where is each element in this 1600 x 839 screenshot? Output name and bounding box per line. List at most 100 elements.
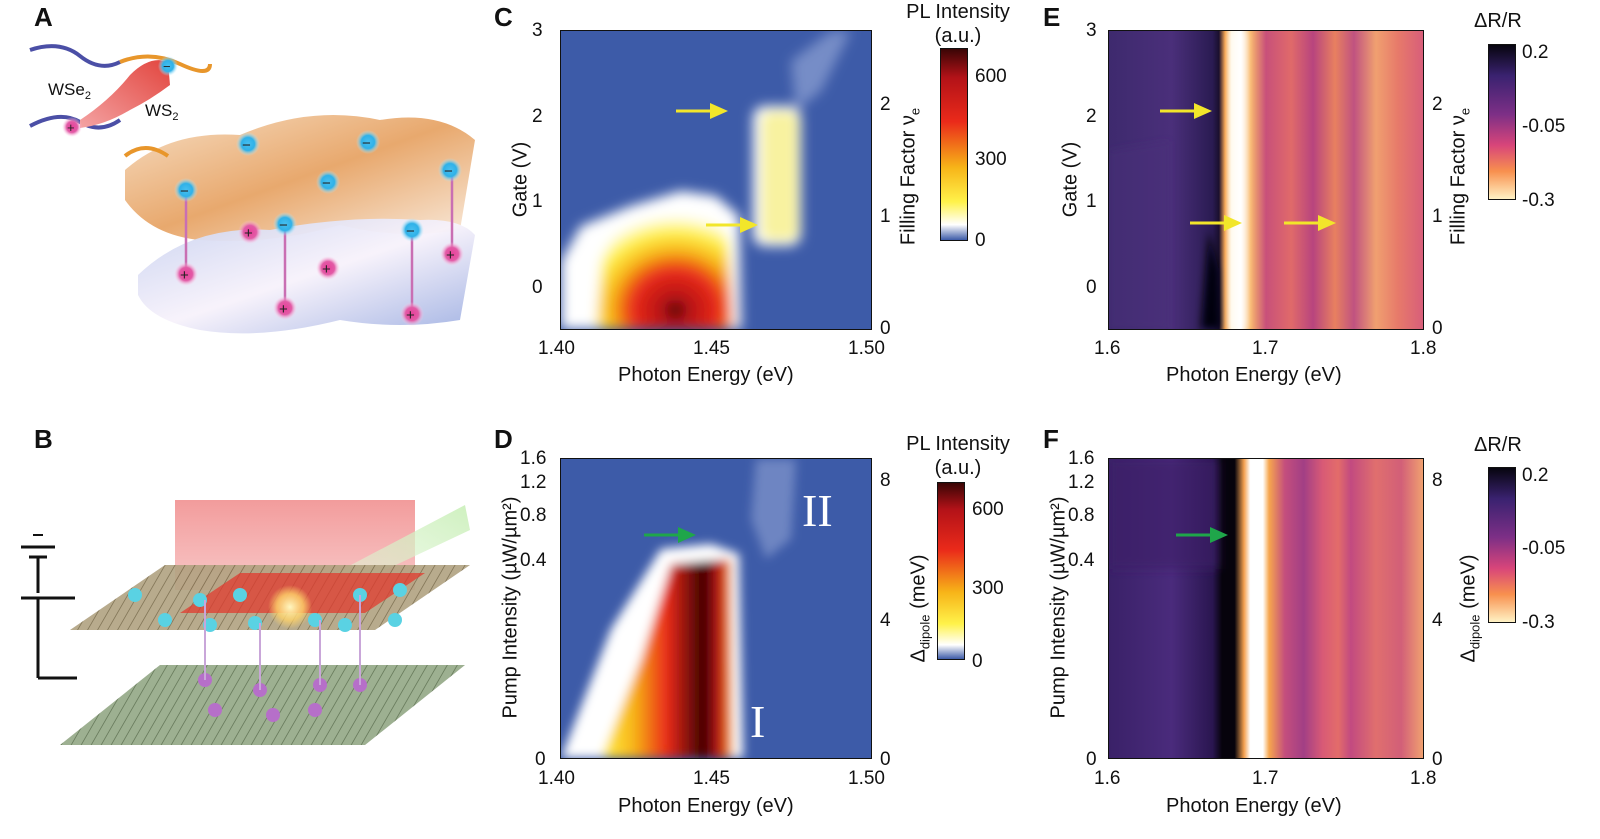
ylabel-d: Pump Intensity (µW/µm²) [499, 496, 522, 719]
tick-d-y: 0.4 [520, 550, 547, 571]
cbar-e-tick: -0.05 [1522, 116, 1566, 137]
cbar-d-title: PL Intensity (a.u.) [906, 433, 1010, 479]
svg-text:−: − [362, 135, 371, 152]
tick-d-x: 1.50 [848, 768, 885, 789]
cbar-d-tick: 300 [972, 578, 1004, 599]
cbar-e-title: ΔR/R [1474, 10, 1522, 32]
tick-d-y2: 0 [880, 749, 891, 770]
cbar-c-tick: 300 [975, 149, 1007, 170]
tick-e-x: 1.6 [1094, 338, 1121, 359]
tick-d-y2: 4 [880, 610, 891, 631]
tick-f-y2: 8 [1432, 470, 1443, 491]
tick-e-y: 0 [1086, 277, 1097, 298]
panel-f-letter: F [1043, 424, 1059, 454]
cbar-f-tick: -0.05 [1522, 538, 1566, 559]
xlabel-d: Photon Energy (eV) [618, 795, 794, 817]
svg-text:+: + [67, 120, 75, 135]
heatmap-d-image [561, 459, 796, 758]
moire-schematic: − + WSe2 WS2 − − − − − − − + + + + + + [29, 44, 475, 334]
cbar-d-tick: 0 [972, 651, 983, 672]
colorbar-e [1488, 44, 1516, 200]
ylabel-c: Gate (V) [509, 141, 532, 218]
heatmap-f-image [1109, 459, 1219, 569]
tick-c-y2: 0 [880, 318, 891, 339]
tick-f-y: 0.8 [1068, 505, 1095, 526]
tick-f-y: 1.2 [1068, 472, 1095, 493]
tick-e-y: 2 [1086, 106, 1097, 127]
panel-d-letter: D [494, 424, 513, 454]
tick-d-y: 1.6 [520, 448, 547, 469]
svg-text:+: + [279, 301, 288, 318]
tick-f-x: 1.8 [1410, 768, 1437, 789]
xlabel-e: Photon Energy (eV) [1166, 364, 1342, 386]
y2label-c: Filling Factor νe [897, 107, 923, 246]
y2label-d: Δdipole (meV) [907, 554, 933, 663]
ylabel-e: Gate (V) [1059, 141, 1082, 218]
svg-text:−: − [242, 137, 251, 154]
region-ii-label: II [802, 485, 833, 536]
tick-f-y2: 0 [1432, 749, 1443, 770]
svg-text:−: − [444, 163, 453, 180]
tick-e-y: 1 [1086, 191, 1097, 212]
colorbar-f [1488, 467, 1516, 623]
tick-f-x: 1.6 [1094, 768, 1121, 789]
tick-c-x: 1.50 [848, 338, 885, 359]
panel-b-letter: B [34, 424, 53, 454]
tick-c-y2: 1 [880, 206, 891, 227]
tick-d-y: 0 [535, 749, 546, 770]
svg-text:−: − [322, 175, 331, 192]
arrow-e-upper [1160, 103, 1212, 119]
tick-e-y2: 0 [1432, 318, 1443, 339]
svg-text:−: − [163, 59, 171, 74]
colorbar-c [940, 48, 968, 241]
cbar-f-title: ΔR/R [1474, 434, 1522, 456]
svg-text:+: + [406, 307, 415, 324]
xlabel-f: Photon Energy (eV) [1166, 795, 1342, 817]
tick-e-x: 1.8 [1410, 338, 1437, 359]
heatmap-d [560, 458, 872, 759]
tick-f-y: 0 [1086, 749, 1097, 770]
tick-e-x: 1.7 [1252, 338, 1279, 359]
tick-c-y2: 2 [880, 94, 891, 115]
cbar-d-tick: 600 [972, 499, 1004, 520]
heatmap-e [1108, 30, 1424, 330]
wse2-label: WSe2 [48, 80, 91, 102]
arrow-e-right [1284, 215, 1336, 231]
y2label-f: Δdipole (meV) [1457, 554, 1483, 663]
tick-d-y: 0.8 [520, 505, 547, 526]
heatmap-c [560, 30, 872, 330]
tick-e-y2: 2 [1432, 94, 1443, 115]
arrow-e-mid [1190, 215, 1242, 231]
cbar-c-tick: 600 [975, 66, 1007, 87]
arrow-c-upper [676, 103, 728, 119]
tick-c-y: 3 [532, 20, 543, 41]
device-schematic [21, 500, 470, 745]
tick-c-y: 1 [532, 191, 543, 212]
ws2-label: WS2 [145, 101, 179, 123]
tick-c-x: 1.40 [538, 338, 575, 359]
tick-e-y2: 1 [1432, 206, 1443, 227]
svg-text:+: + [244, 225, 253, 242]
arrow-c-lower [706, 217, 758, 233]
heatmap-f [1108, 458, 1424, 759]
tick-f-x: 1.7 [1252, 768, 1279, 789]
heatmap-e-image [1109, 31, 1247, 329]
region-i-label: I [750, 696, 766, 747]
svg-text:+: + [322, 261, 331, 278]
cbar-e-tick: -0.3 [1522, 190, 1555, 211]
svg-text:−: − [406, 223, 415, 240]
tick-f-y: 0.4 [1068, 550, 1095, 571]
tick-c-y: 0 [532, 277, 543, 298]
colorbar-d [937, 482, 965, 660]
cbar-c-title: PL Intensity (a.u.) [906, 1, 1010, 47]
cbar-f-tick: 0.2 [1522, 465, 1549, 486]
cbar-c-tick: 0 [975, 230, 986, 251]
tick-e-y: 3 [1086, 20, 1097, 41]
svg-text:+: + [180, 267, 189, 284]
panel-e-letter: E [1043, 2, 1061, 32]
cbar-f-tick: -0.3 [1522, 612, 1555, 633]
tick-c-x: 1.45 [693, 338, 730, 359]
y2label-e: Filling Factor νe [1447, 107, 1473, 246]
xlabel-c: Photon Energy (eV) [618, 364, 794, 386]
arrow-d [644, 527, 696, 543]
